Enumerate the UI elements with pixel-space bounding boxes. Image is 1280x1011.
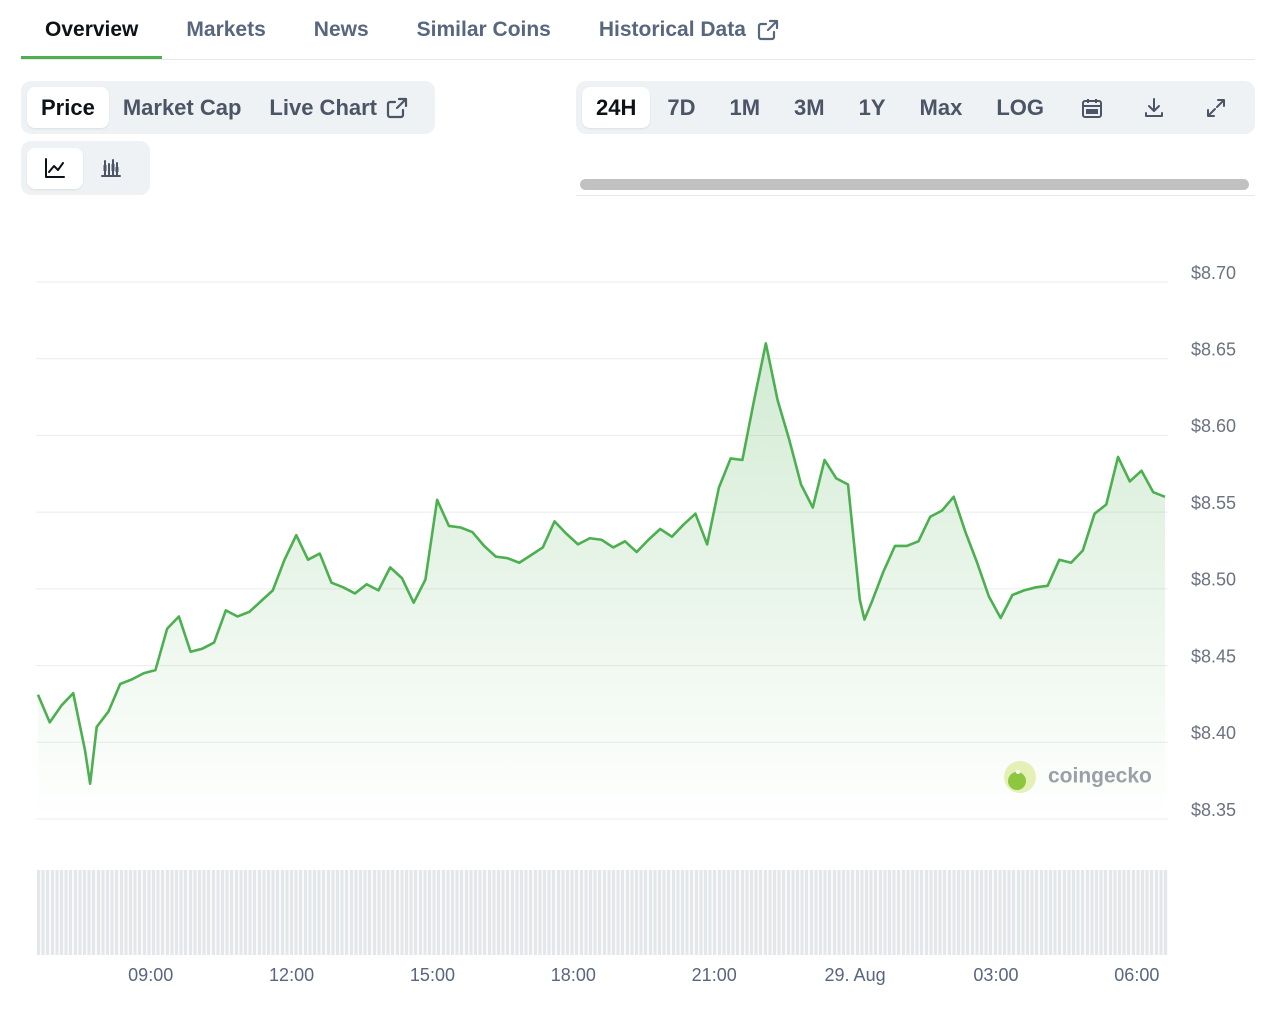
tab[interactable]: Similar Coins xyxy=(393,0,575,59)
watermark: coingecko xyxy=(1004,761,1152,793)
tab[interactable]: Markets xyxy=(162,0,289,59)
range-button[interactable]: LOG xyxy=(979,87,1061,128)
line-chart-button[interactable] xyxy=(27,147,83,189)
tab[interactable]: Overview xyxy=(21,0,163,59)
y-tick-label: $8.60 xyxy=(1191,416,1236,436)
y-tick-label: $8.55 xyxy=(1191,493,1236,513)
calendar-button[interactable] xyxy=(1061,87,1123,128)
x-tick-label: 12:00 xyxy=(269,965,314,985)
download-button[interactable] xyxy=(1123,87,1185,128)
range-button[interactable]: 7D xyxy=(650,87,712,128)
tab-label: Overview xyxy=(45,18,139,41)
range-button[interactable]: 3M xyxy=(777,87,842,128)
price-area xyxy=(38,343,1165,819)
tab[interactable]: Historical Data xyxy=(575,0,804,59)
chart-tab-group: Price Market Cap Live Chart xyxy=(21,81,435,134)
range-label: LOG xyxy=(996,94,1044,120)
range-label: 1M xyxy=(729,94,761,120)
watermark-logo-eye xyxy=(1016,770,1020,774)
range-scrollbar xyxy=(576,173,1255,196)
download-icon xyxy=(1145,97,1163,117)
candlestick-icon xyxy=(101,159,121,177)
watermark-logo-inner xyxy=(1008,772,1026,790)
x-tick-label: 15:00 xyxy=(410,965,455,985)
range-label: Max xyxy=(919,94,963,120)
tab-label: Similar Coins xyxy=(416,18,551,41)
tab-bar: Overview Markets News Similar Coins Hist… xyxy=(21,0,1255,60)
tab-label: Historical Data xyxy=(598,18,746,41)
price-line xyxy=(36,342,1166,786)
tab-label: News xyxy=(313,18,369,41)
scrollbar-thumb[interactable] xyxy=(580,179,1249,190)
range-label: 1Y xyxy=(858,94,886,120)
range-button[interactable]: 1M xyxy=(712,87,777,128)
x-tick-label: 06:00 xyxy=(1114,965,1159,985)
chart-tab-label: Market Cap xyxy=(122,94,242,120)
range-button[interactable]: Max xyxy=(903,87,980,128)
external-link-icon xyxy=(757,19,779,41)
x-tick-label: 09:00 xyxy=(128,965,173,985)
y-tick-label: $8.40 xyxy=(1191,723,1236,743)
chart-tab-label: Live Chart xyxy=(269,94,378,120)
x-tick-label: 21:00 xyxy=(692,965,737,985)
chart-tab[interactable]: Market Cap xyxy=(109,87,256,128)
range-label: 7D xyxy=(667,94,696,120)
tab-label: Markets xyxy=(186,18,266,41)
chart-tab[interactable]: Price xyxy=(27,87,109,128)
range-group: 24H 7D 1M 3M 1Y Max LOG xyxy=(576,81,1255,134)
chart-tab[interactable]: Live Chart xyxy=(255,87,423,128)
watermark-text: coingecko xyxy=(1048,765,1152,788)
y-tick-label: $8.70 xyxy=(1191,263,1236,283)
range-label: 3M xyxy=(794,94,825,120)
range-button[interactable]: 24H xyxy=(582,87,651,128)
range-button[interactable]: 1Y xyxy=(842,87,903,128)
x-tick-label: 03:00 xyxy=(973,965,1018,985)
fullscreen-icon xyxy=(1207,98,1225,117)
x-tick-label: 29. Aug xyxy=(825,965,886,985)
line-chart-icon xyxy=(45,158,65,178)
x-tick-label: 18:00 xyxy=(551,965,596,985)
external-link-icon xyxy=(386,97,408,118)
y-tick-label: $8.50 xyxy=(1191,570,1236,590)
fullscreen-button[interactable] xyxy=(1185,87,1247,128)
chart-style-group xyxy=(21,141,150,195)
y-tick-label: $8.65 xyxy=(1191,339,1236,359)
y-tick-label: $8.35 xyxy=(1191,800,1236,820)
tab[interactable]: News xyxy=(290,0,393,59)
range-label: 24H xyxy=(596,94,637,120)
chart-tab-label: Price xyxy=(41,94,95,120)
plot xyxy=(36,342,1166,819)
y-tick-label: $8.45 xyxy=(1191,646,1236,666)
volume-bars xyxy=(37,870,1168,955)
calendar-icon xyxy=(1082,98,1102,118)
candlestick-button[interactable] xyxy=(83,148,139,189)
